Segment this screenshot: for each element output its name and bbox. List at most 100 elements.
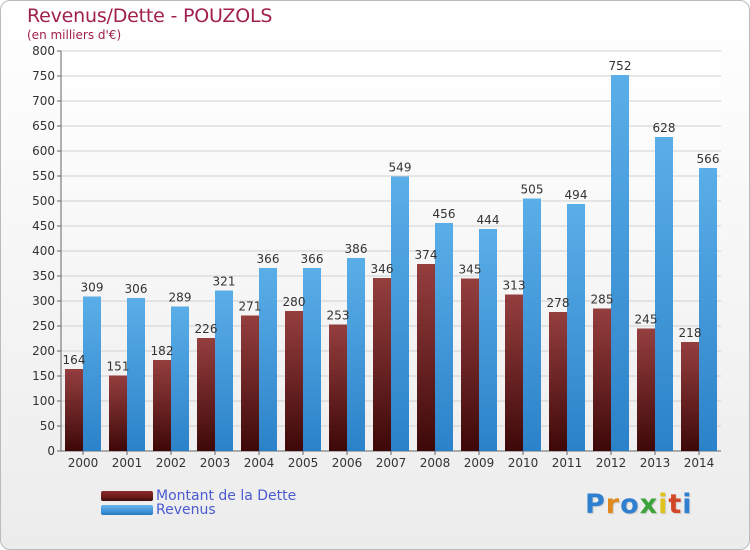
bar-revenue — [303, 268, 321, 451]
data-label-revenue: 752 — [609, 59, 632, 73]
bar-revenue — [655, 137, 673, 451]
bar-revenue — [171, 306, 189, 451]
data-label-debt: 151 — [107, 360, 130, 374]
bar-revenue — [699, 168, 717, 451]
data-label-revenue: 456 — [433, 207, 456, 221]
x-tick-label: 2014 — [684, 456, 715, 470]
bar-revenue — [83, 296, 101, 451]
y-tick-label: 700 — [32, 94, 55, 108]
y-tick-label: 550 — [32, 169, 55, 183]
y-tick-label: 0 — [47, 444, 55, 458]
logo-letter: x — [639, 489, 659, 520]
bar-revenue — [347, 258, 365, 451]
logo-letter: P — [585, 489, 606, 520]
data-label-debt: 271 — [239, 300, 262, 314]
bar-debt — [461, 278, 479, 451]
data-label-revenue: 306 — [125, 282, 148, 296]
bar-debt — [65, 369, 83, 451]
legend-label-revenue: Revenus — [156, 502, 216, 518]
y-tick-label: 50 — [40, 419, 55, 433]
logo-letter: o — [620, 489, 640, 520]
x-tick-label: 2001 — [112, 456, 143, 470]
data-label-revenue: 566 — [697, 152, 720, 166]
data-label-debt: 164 — [63, 353, 86, 367]
bar-revenue — [127, 298, 145, 451]
x-tick-label: 2009 — [464, 456, 495, 470]
x-tick-label: 2003 — [200, 456, 231, 470]
data-label-debt: 346 — [371, 262, 394, 276]
bar-revenue — [391, 176, 409, 451]
bar-revenue — [523, 198, 541, 451]
legend-swatch-debt — [101, 491, 153, 501]
data-label-debt: 253 — [327, 309, 350, 323]
bar-debt — [241, 315, 259, 451]
bar-debt — [681, 342, 699, 451]
bar-revenue — [435, 223, 453, 451]
y-tick-label: 300 — [32, 294, 55, 308]
bar-revenue — [479, 229, 497, 451]
data-label-revenue: 444 — [477, 213, 500, 227]
y-tick-label: 800 — [32, 44, 55, 58]
data-label-debt: 245 — [635, 313, 658, 327]
bar-debt — [329, 324, 347, 451]
x-tick-label: 2004 — [244, 456, 275, 470]
bar-debt — [549, 312, 567, 451]
data-label-debt: 182 — [151, 344, 174, 358]
y-tick-label: 150 — [32, 369, 55, 383]
bar-revenue — [567, 204, 585, 451]
x-tick-label: 2007 — [376, 456, 407, 470]
bar-debt — [593, 308, 611, 451]
data-label-debt: 345 — [459, 263, 482, 277]
x-tick-label: 2011 — [552, 456, 583, 470]
data-label-revenue: 309 — [81, 281, 104, 295]
y-tick-label: 250 — [32, 319, 55, 333]
bar-revenue — [259, 268, 277, 451]
data-label-revenue: 494 — [565, 188, 588, 202]
x-tick-label: 2013 — [640, 456, 671, 470]
bar-debt — [505, 294, 523, 451]
bar-debt — [373, 278, 391, 451]
bar-debt — [285, 311, 303, 451]
x-tick-label: 2012 — [596, 456, 627, 470]
x-tick-label: 2005 — [288, 456, 319, 470]
y-tick-label: 500 — [32, 194, 55, 208]
x-tick-label: 2008 — [420, 456, 451, 470]
x-tick-label: 2006 — [332, 456, 363, 470]
data-label-debt: 374 — [415, 248, 438, 262]
data-label-revenue: 366 — [301, 252, 324, 266]
y-tick-label: 750 — [32, 69, 55, 83]
bar-debt — [197, 338, 215, 451]
legend-item-debt: Montant de la Dette — [101, 489, 296, 503]
data-label-debt: 280 — [283, 295, 306, 309]
chart-subtitle: (en milliers d'€) — [27, 28, 122, 42]
y-tick-label: 350 — [32, 269, 55, 283]
y-tick-label: 450 — [32, 219, 55, 233]
data-label-revenue: 505 — [521, 183, 544, 197]
legend-swatch-revenue — [101, 505, 153, 515]
bar-revenue — [611, 75, 629, 451]
logo-letter: i — [682, 489, 693, 520]
data-label-revenue: 321 — [213, 275, 236, 289]
bar-debt — [637, 328, 655, 451]
bar-debt — [109, 375, 127, 451]
x-tick-label: 2000 — [68, 456, 99, 470]
data-label-debt: 278 — [547, 296, 570, 310]
x-tick-label: 2002 — [156, 456, 187, 470]
logo-letter: r — [605, 489, 621, 520]
data-label-revenue: 549 — [389, 161, 412, 175]
y-tick-label: 600 — [32, 144, 55, 158]
logo-letter: i — [658, 489, 669, 520]
x-tick-label: 2010 — [508, 456, 539, 470]
data-label-revenue: 289 — [169, 291, 192, 305]
bar-debt — [153, 360, 171, 451]
chart-title: Revenus/Dette - POUZOLS — [27, 5, 273, 27]
data-label-revenue: 386 — [345, 242, 368, 256]
y-tick-label: 200 — [32, 344, 55, 358]
bar-debt — [417, 264, 435, 451]
data-label-debt: 218 — [679, 326, 702, 340]
data-label-debt: 226 — [195, 322, 218, 336]
y-tick-label: 100 — [32, 394, 55, 408]
data-label-revenue: 366 — [257, 252, 280, 266]
